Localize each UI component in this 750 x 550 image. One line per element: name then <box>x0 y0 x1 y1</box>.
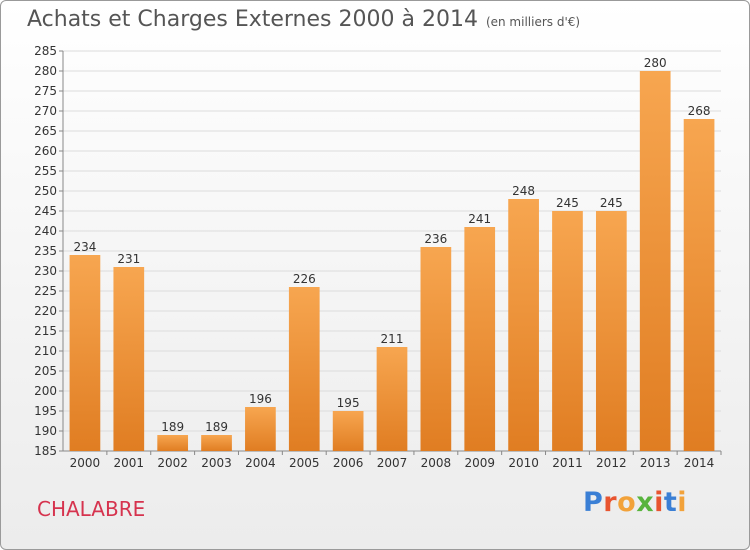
bar <box>508 199 539 451</box>
bars <box>69 71 715 451</box>
data-label: 268 <box>688 104 711 118</box>
proxiti-logo[interactable]: Proxiti <box>583 487 687 518</box>
data-labels: 234 231 189 189 196 226 195 211 236 241 248 245 245 2… <box>73 56 710 434</box>
logo-letter: r <box>603 487 618 518</box>
y-tick-label: 200 <box>34 384 57 398</box>
y-tick-label: 255 <box>34 164 57 178</box>
bar <box>113 267 145 451</box>
x-tick-label: 2012 <box>596 456 627 470</box>
y-tick-label: 245 <box>34 204 57 218</box>
x-tick-label: 2001 <box>114 456 145 470</box>
y-tick-label: 195 <box>34 404 57 418</box>
data-label: 189 <box>205 420 228 434</box>
y-tick-labels: 185 190 195 200 205 210 215 220 225 230 235 240 245 2… <box>34 44 57 458</box>
bar <box>69 255 101 451</box>
data-label: 195 <box>337 396 360 410</box>
bar <box>332 411 364 451</box>
logo-letter: x <box>636 487 655 518</box>
y-tick-label: 265 <box>34 124 57 138</box>
bar <box>683 119 715 451</box>
place-name: CHALABRE <box>37 497 146 521</box>
x-tick-label: 2006 <box>333 456 364 470</box>
x-tick-label: 2004 <box>245 456 276 470</box>
y-tick-label: 285 <box>34 44 57 58</box>
data-label: 236 <box>424 232 447 246</box>
data-label: 234 <box>73 240 96 254</box>
y-tick-label: 210 <box>34 344 57 358</box>
logo-letter: P <box>583 487 604 518</box>
data-label: 189 <box>161 420 184 434</box>
bar <box>288 287 320 451</box>
y-tick-label: 275 <box>34 84 57 98</box>
logo-letter: o <box>617 487 637 518</box>
data-label: 211 <box>381 332 404 346</box>
x-tick-label: 2011 <box>552 456 583 470</box>
bar <box>420 247 452 451</box>
data-label: 241 <box>468 212 491 226</box>
data-label: 248 <box>512 184 535 198</box>
y-tick-label: 270 <box>34 104 57 118</box>
data-label: 245 <box>556 196 579 210</box>
bar <box>464 227 496 451</box>
chart-title: Achats et Charges Externes 2000 à 2014 (e… <box>27 7 580 32</box>
y-tick-label: 190 <box>34 424 57 438</box>
x-tick-label: 2013 <box>640 456 671 470</box>
logo-letter: i <box>654 487 664 518</box>
y-tick-label: 235 <box>34 244 57 258</box>
bar <box>245 407 276 451</box>
x-tick-label: 2014 <box>684 456 715 470</box>
x-tick-label: 2003 <box>201 456 232 470</box>
x-tick-label: 2007 <box>377 456 408 470</box>
y-tick-label: 260 <box>34 144 57 158</box>
x-tick-label: 2009 <box>464 456 495 470</box>
bar <box>201 435 232 451</box>
y-tick-label: 280 <box>34 64 57 78</box>
data-label: 231 <box>117 252 140 266</box>
y-tick-label: 215 <box>34 324 57 338</box>
data-label: 226 <box>293 272 316 286</box>
y-tick-label: 185 <box>34 444 57 458</box>
x-tick-label: 2010 <box>508 456 539 470</box>
bar <box>552 211 583 451</box>
y-tick-label: 230 <box>34 264 57 278</box>
y-tick-label: 240 <box>34 224 57 238</box>
bar <box>595 211 627 451</box>
y-tick-label: 225 <box>34 284 57 298</box>
x-tick-label: 2002 <box>157 456 188 470</box>
data-label: 196 <box>249 392 272 406</box>
x-tick-label: 2005 <box>289 456 320 470</box>
x-tick-labels: 2000 2001 2002 2003 2004 2005 2006 2007 2008 2009… <box>70 456 715 470</box>
chart-subtitle: (en milliers d'€) <box>485 15 581 29</box>
y-tick-label: 205 <box>34 364 57 378</box>
bar <box>639 71 671 451</box>
bar <box>157 435 189 451</box>
logo-letter: i <box>677 487 688 518</box>
chart-title-text: Achats et Charges Externes 2000 à 2014 <box>27 7 478 32</box>
x-tick-label: 2008 <box>421 456 452 470</box>
logo-letter: t <box>663 487 678 518</box>
x-tick-label: 2000 <box>70 456 101 470</box>
y-tick-label: 250 <box>34 184 57 198</box>
bar <box>376 347 408 451</box>
data-label: 280 <box>644 56 667 70</box>
data-label: 245 <box>600 196 623 210</box>
y-tick-label: 220 <box>34 304 57 318</box>
